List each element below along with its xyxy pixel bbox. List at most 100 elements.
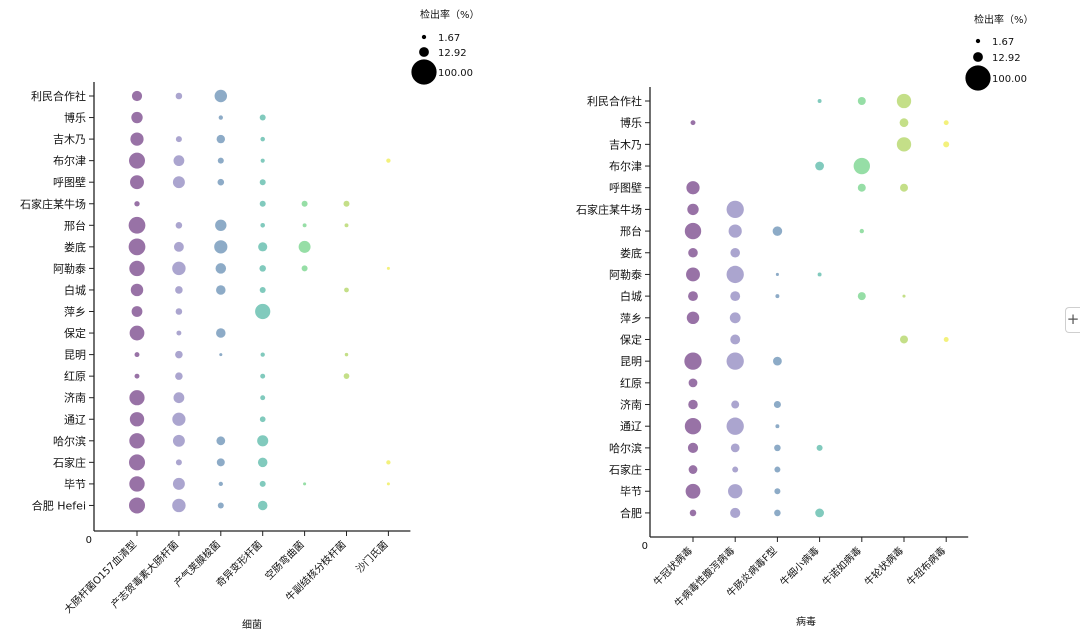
bubble-point [730,248,740,258]
x-tick-label: 牛纽布病毒 [904,544,949,589]
bubble-point [726,352,744,370]
bubble-point [257,435,269,447]
y-tick-label: 通辽 [620,420,642,433]
bubble-point [726,200,744,219]
bubble-point [217,178,225,186]
bubble-point [686,181,700,195]
bubble-point [775,272,779,276]
bubble-point [172,176,185,189]
y-tick-label: 通辽 [64,413,86,426]
bubble-point [859,228,864,234]
bubble-point [726,265,744,284]
y-tick-label: 博乐 [64,112,86,125]
bubble-point [214,240,228,254]
bubble-point [857,183,866,192]
bubble-point [943,141,950,148]
bubble-point [172,498,186,513]
bubble-point [134,352,140,358]
bubble-point [173,392,185,404]
bubble-point [219,353,223,357]
bubble-point [175,350,183,359]
bubble-point [129,390,145,406]
y-tick-label: 萍乡 [64,306,86,319]
bubble-point [684,222,702,240]
size-legend: 检出率（%） 1.67 12.92 100.00 [411,8,480,85]
y-tick-label: 呼图壁 [609,181,642,195]
y-tick-label: 呼图壁 [53,175,86,189]
y-tick-label: 石家庄 [53,455,86,469]
bubble-point [729,312,741,324]
y-tick-label: 白城 [620,289,642,303]
bubble-point [259,286,266,293]
y-tick-label: 昆明 [620,355,642,368]
bubble-point [260,158,265,163]
bubble-point [344,352,349,357]
bubble-point [129,325,145,341]
y-tick-label: 昆明 [64,349,86,362]
y-tick-label: 保定 [620,332,642,346]
bubble-point [218,481,223,487]
bubble-point [128,238,146,256]
y-tick-label: 邢台 [620,224,642,238]
legend-size-marker [419,47,429,57]
expand-plus-button[interactable]: + [1065,307,1080,333]
bubble-point [259,179,266,186]
chart-1: 0 利民合作社博乐吉木乃布尔津呼图壁石家庄某牛场邢台娄底阿勒泰白城萍乡保定昆明红原… [20,8,480,631]
x-axis-title: 细菌 [242,618,262,631]
legend-size-marker [421,34,427,40]
bubble-point [175,459,182,466]
legend-size-marker [975,38,981,44]
bubble-point [688,465,698,474]
bubble-point [773,356,782,366]
bubble-point [216,134,225,144]
bubble-point [216,436,226,446]
bubble-point [730,507,741,519]
bubble-point [775,294,780,299]
legend-size-label: 12.92 [992,53,1021,64]
bubble-point [257,500,268,511]
bubble-point [260,136,265,142]
y-tick-label: 合肥 [620,506,642,520]
y-tick-label: 保定 [64,326,86,340]
bubble-point [260,223,266,228]
legend-title: 检出率（%） [974,13,1034,26]
x-tick-label: 空肠弯曲菌 [262,538,307,583]
bubble-point [218,115,223,120]
bubble-point [686,311,700,325]
bubble-point [687,442,699,453]
y-tick-label: 利民合作社 [31,89,86,103]
bubble-point [772,226,783,236]
bubble-point [260,352,265,357]
y-tick-label: 哈尔滨 [53,434,86,448]
x-tick-label: 牛冠状病毒 [651,544,696,589]
bubble-point [686,267,700,282]
bubble-point [255,303,271,320]
bubble-point [386,266,390,270]
bubble-point [902,294,906,298]
y-tick-label: 白城 [64,283,86,297]
bubble-point [260,395,266,401]
y-tick-label: 利民合作社 [587,94,642,108]
x-axis-title: 病毒 [796,615,816,628]
bubble-point [172,477,185,490]
x-tick-label: 产志贺毒素大肠杆菌 [108,538,181,611]
bubble-point [773,400,781,409]
y-tick-label: 毕节 [64,478,86,491]
bubble-point [853,157,870,175]
bubble-point [173,241,184,252]
bubble-point [216,285,226,295]
bubble-point [173,155,185,167]
bubble-point [728,224,742,238]
bubble-point [175,308,183,315]
bubble-point [214,89,228,103]
y-tick-label: 布尔津 [53,155,86,168]
bubble-point [774,444,781,452]
y-tick-label: 娄底 [64,240,86,254]
bubble-point [815,508,824,518]
legend-title: 检出率（%） [420,8,480,21]
bubble-point [129,152,145,169]
bubble-point [730,334,741,345]
bubble-point [175,372,183,380]
y-tick-label: 吉木乃 [53,133,86,146]
legend-size-label: 12.92 [438,48,467,59]
